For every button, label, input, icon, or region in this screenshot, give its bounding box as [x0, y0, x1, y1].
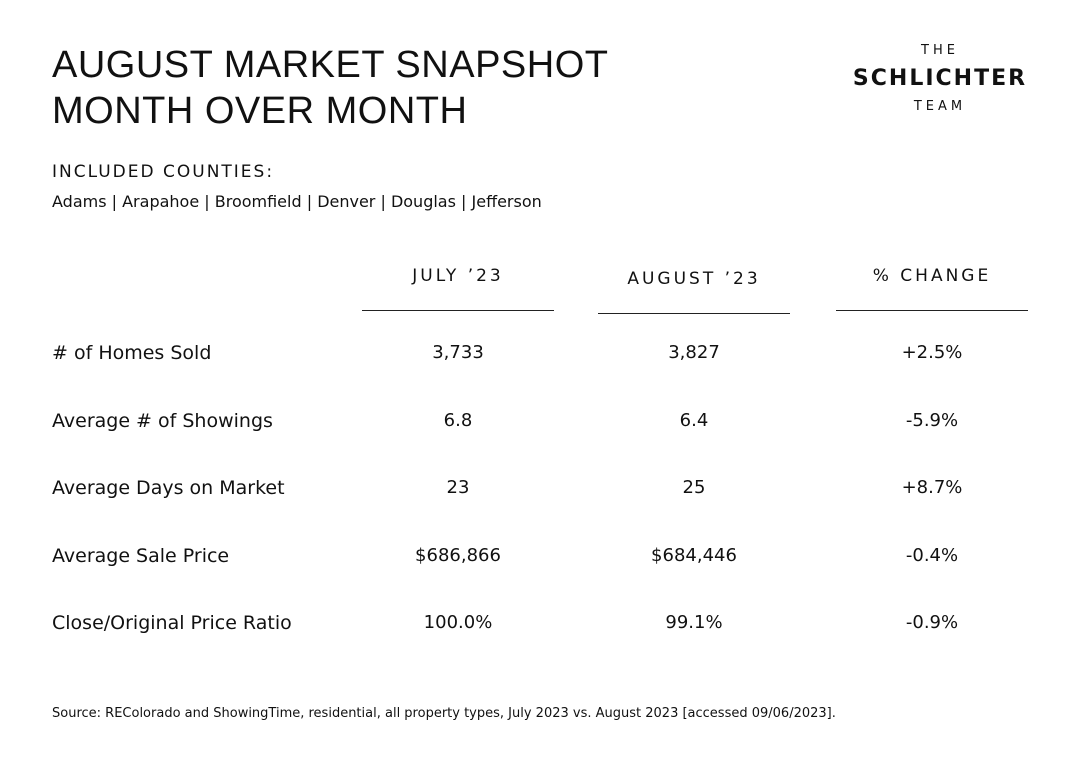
column-header: JULY ’23 — [362, 266, 554, 311]
logo-text: TEAM — [913, 99, 967, 114]
cell: -0.9% — [905, 612, 959, 633]
row-label: Average Sale Price — [52, 544, 230, 567]
cell: 6.8 — [443, 409, 473, 431]
cell: $684,446 — [651, 544, 737, 566]
cell: 3,733 — [432, 342, 484, 363]
column-header: AUGUST ’23 — [598, 269, 790, 314]
row-label: Average Days on Market — [52, 477, 285, 499]
cell: 6.4 — [679, 409, 709, 431]
logo-text: SCHLICHTER — [852, 66, 1028, 91]
cell: +2.5% — [901, 342, 963, 363]
cell: -5.9% — [905, 409, 959, 431]
counties-heading: INCLUDED COUNTIES: — [52, 162, 275, 182]
title-line: AUGUST MARKET SNAPSHOT — [52, 44, 609, 86]
cell: 23 — [446, 477, 470, 498]
counties-list: Adams | Arapahoe | Broomfield | Denver |… — [52, 192, 542, 211]
cell: 25 — [682, 477, 706, 498]
row-label: Close/Original Price Ratio — [52, 612, 292, 634]
cell: 99.1% — [665, 612, 723, 633]
cell: -0.4% — [905, 544, 959, 566]
title-line: MONTH OVER MONTH — [52, 90, 468, 132]
logo-text: THE — [921, 43, 959, 58]
logo: THE SCHLICHTER TEAM — [840, 42, 1040, 116]
cell: 3,827 — [668, 342, 720, 363]
cell: +8.7% — [901, 477, 963, 498]
cell: 100.0% — [423, 612, 493, 633]
column-header: % CHANGE — [836, 266, 1028, 311]
title: AUGUST MARKET SNAPSHOT MONTH OVER MONTH — [52, 42, 608, 134]
row-label: Average # of Showings — [52, 409, 273, 432]
cell: $686,866 — [415, 544, 501, 566]
row-label: # of Homes Sold — [52, 342, 212, 364]
source: Source: REColorado and ShowingTime, resi… — [52, 706, 836, 721]
